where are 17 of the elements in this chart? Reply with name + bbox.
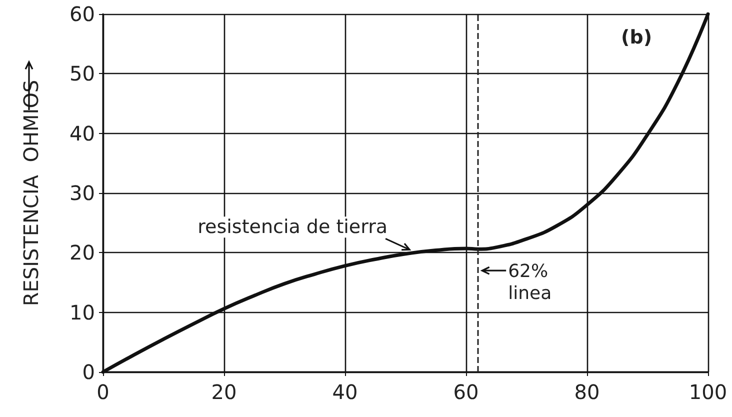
annotation: resistencia de tierra bbox=[198, 216, 388, 238]
y-tick-label: 60 bbox=[70, 2, 95, 26]
y-tick-label: 30 bbox=[70, 181, 95, 205]
x-tick-label: 80 bbox=[574, 380, 600, 404]
y-tick-label: 20 bbox=[70, 240, 95, 265]
y-tick-label: 50 bbox=[70, 62, 95, 86]
ref-line-label: 62% linea bbox=[508, 261, 552, 304]
y-tick-label: 40 bbox=[70, 121, 95, 146]
x-tick-label: 0 bbox=[96, 380, 110, 404]
x-tick-label: 60 bbox=[453, 380, 479, 404]
x-tick-label: 20 bbox=[211, 380, 237, 404]
x-tick-label: 100 bbox=[688, 380, 728, 404]
y-axis-title: RESISTENCIA OHMIOS bbox=[19, 80, 43, 306]
annotation: (b) bbox=[621, 26, 652, 48]
y-tick-label: 10 bbox=[70, 300, 95, 324]
x-tick-label: 40 bbox=[332, 380, 358, 404]
y-tick-label: 0 bbox=[82, 360, 95, 384]
